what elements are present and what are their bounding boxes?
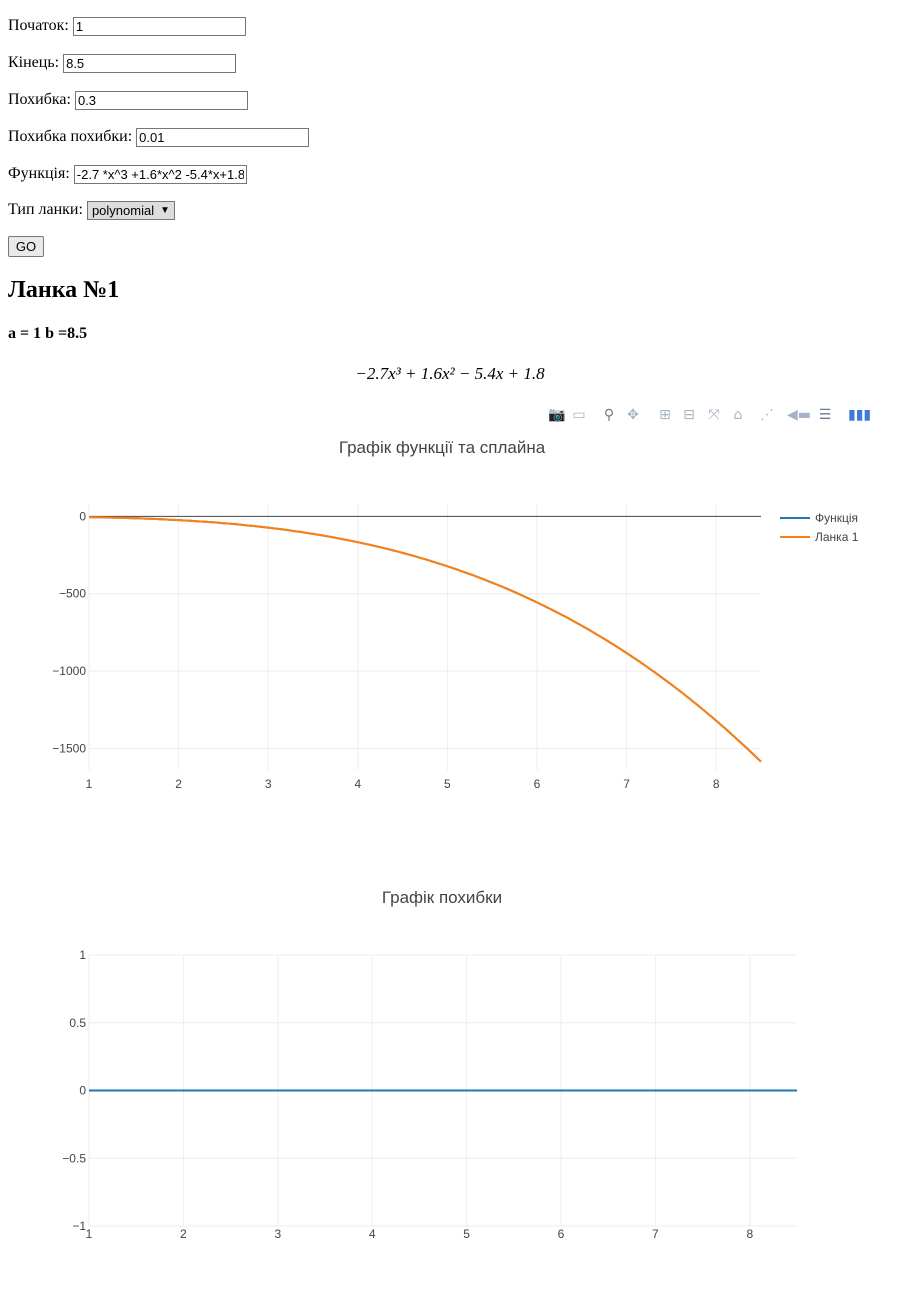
chart2-title: Графік похибки — [381, 888, 503, 907]
y-tick-label: −1500 — [52, 741, 86, 755]
chart1-svg: 1 2 3 4 5 6 7 8 0 −500 −1000 −1500 Функція Ланка 1 — [52, 504, 859, 791]
y-tick-label: −1000 — [52, 664, 86, 678]
y-tick-label: −0.5 — [62, 1151, 86, 1165]
x-tick-label: 2 — [180, 1227, 187, 1241]
x-tick-label: 6 — [534, 777, 541, 791]
function-row: Функція: — [8, 164, 247, 184]
start-row: Початок: — [8, 16, 246, 36]
segment-type-value: polynomial — [91, 202, 155, 218]
x-tick-label: 8 — [713, 777, 720, 791]
x-tick-label: 5 — [463, 1227, 470, 1241]
error-error-label: Похибка похибки: — [8, 128, 133, 145]
spike-lines-icon[interactable]: ⋰ — [760, 407, 774, 423]
x-tick-label: 7 — [623, 777, 630, 791]
y-tick-label: 1 — [79, 948, 86, 962]
x-tick-label: 5 — [444, 777, 451, 791]
error-row: Похибка: — [8, 90, 248, 110]
home-icon[interactable]: ⌂ — [733, 407, 743, 423]
x-tick-label: 6 — [558, 1227, 565, 1241]
end-input[interactable] — [63, 53, 237, 73]
segment-formula: −2.7x³ + 1.6x² − 5.4x + 1.8 — [355, 364, 545, 383]
hover-compare-icon[interactable]: ☰ — [818, 407, 832, 423]
x-tick-label: 4 — [354, 777, 361, 791]
save-icon[interactable]: ▭ — [572, 407, 586, 423]
zoom-icon[interactable]: ⚲ — [603, 407, 615, 423]
zoom-out-icon[interactable]: ⊟ — [683, 407, 695, 423]
error-input[interactable] — [74, 90, 248, 110]
x-tick-label: 1 — [86, 777, 93, 791]
series-line-0 — [88, 516, 762, 763]
function-input[interactable] — [73, 164, 247, 184]
chart2-svg: 1 2 3 4 5 6 7 8 1 0.5 0 −0.5 −1 — [62, 948, 797, 1241]
x-tick-label: 1 — [86, 1227, 93, 1241]
segment-title: Ланка №1 — [8, 277, 120, 303]
hover-closest-icon[interactable]: ◀▬ — [787, 407, 811, 423]
y-tick-label: 0 — [79, 1084, 86, 1098]
legend-item[interactable]: Ланка 1 — [815, 530, 859, 544]
x-tick-label: 4 — [369, 1227, 376, 1241]
go-button[interactable]: GO — [8, 236, 44, 257]
start-label: Початок: — [8, 17, 69, 34]
pan-icon[interactable]: ✥ — [627, 407, 639, 423]
y-tick-label: 0 — [79, 509, 86, 523]
x-tick-label: 2 — [175, 777, 182, 791]
legend-item[interactable]: Функція — [815, 511, 858, 525]
start-input[interactable] — [72, 16, 246, 36]
y-tick-label: 0.5 — [69, 1016, 86, 1030]
y-tick-label: −500 — [59, 587, 86, 601]
plotly-logo-icon[interactable]: ▮▮▮ — [848, 407, 872, 423]
zoom-in-icon[interactable]: ⊞ — [659, 407, 671, 423]
y-tick-label: −1 — [72, 1219, 86, 1233]
x-tick-label: 3 — [265, 777, 272, 791]
chevron-down-icon: ▼ — [160, 204, 170, 216]
error-label: Похибка: — [8, 91, 71, 108]
segment-type-select[interactable]: polynomial ▼ — [86, 200, 175, 220]
autoscale-icon[interactable]: ⤧ — [708, 407, 720, 423]
error-error-row: Похибка похибки: — [8, 127, 310, 147]
x-tick-label: 3 — [274, 1227, 281, 1241]
x-tick-label: 7 — [652, 1227, 659, 1241]
end-label: Кінець: — [8, 54, 60, 71]
x-tick-label: 8 — [746, 1227, 753, 1241]
segment-range: a = 1 b =8.5 — [8, 325, 88, 342]
end-row: Кінець: — [8, 53, 237, 73]
camera-icon[interactable]: 📷 — [548, 407, 566, 423]
segment-type-row: Тип ланки: polynomial ▼ — [8, 200, 175, 220]
series-line-1 — [88, 516, 762, 763]
segment-type-label: Тип ланки: — [8, 201, 83, 218]
function-label: Функція: — [8, 165, 70, 182]
chart1-title: Графік функції та сплайна — [338, 438, 546, 457]
error-error-input[interactable] — [136, 127, 310, 147]
